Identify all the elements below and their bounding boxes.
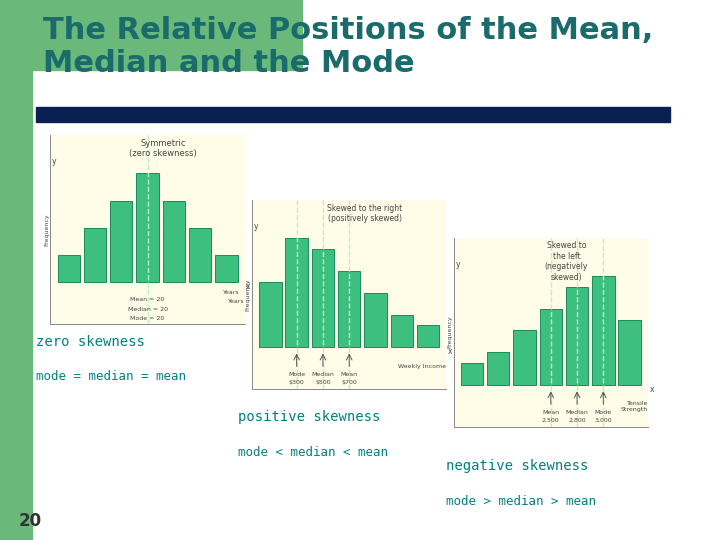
Text: Mode: Mode [595, 410, 612, 415]
Text: 20: 20 [19, 512, 42, 530]
Text: Symmetric
(zero skewness): Symmetric (zero skewness) [130, 139, 197, 158]
Bar [84, 228, 107, 282]
Bar [487, 352, 510, 385]
Text: 2,800: 2,800 [568, 418, 586, 423]
Text: Median: Median [566, 410, 588, 415]
Text: Mean = 20: Mean = 20 [130, 296, 165, 302]
Y-axis label: Frequency: Frequency [447, 316, 452, 348]
Text: x: x [246, 282, 251, 291]
Bar [163, 200, 185, 282]
Text: Years: Years [228, 299, 245, 304]
Text: The Relative Positions of the Mean,
Median and the Mode: The Relative Positions of the Mean, Medi… [42, 16, 653, 78]
Y-axis label: Frequency: Frequency [246, 278, 251, 310]
Text: Skewed to the right
(positively skewed): Skewed to the right (positively skewed) [327, 204, 402, 223]
Bar [215, 255, 238, 282]
Bar [417, 326, 439, 347]
Text: positive skewness: positive skewness [238, 410, 380, 424]
Text: Median = 20: Median = 20 [127, 307, 168, 312]
Bar [312, 249, 334, 347]
Bar [136, 173, 159, 282]
Text: Weekly Income: Weekly Income [398, 363, 446, 369]
Text: $300: $300 [289, 380, 305, 385]
Text: Median: Median [312, 373, 334, 377]
Text: mode < median < mean: mode < median < mean [238, 446, 387, 459]
Text: y: y [52, 158, 57, 166]
Bar [286, 238, 308, 347]
Text: $700: $700 [341, 380, 357, 385]
Bar [338, 271, 361, 347]
Text: y: y [455, 260, 460, 269]
Text: Mean: Mean [542, 410, 559, 415]
Bar [110, 200, 132, 282]
Text: y: y [253, 222, 258, 231]
Text: Mode = 20: Mode = 20 [130, 316, 165, 321]
Bar [189, 228, 211, 282]
Bar [513, 330, 536, 385]
Bar [618, 320, 641, 385]
Text: $500: $500 [315, 380, 330, 385]
Text: x: x [649, 384, 654, 394]
Bar [390, 314, 413, 347]
Text: zero skewness: zero skewness [36, 335, 145, 349]
Text: mode > median > mean: mode > median > mean [446, 495, 596, 508]
Text: Mean: Mean [341, 373, 358, 377]
Text: Tensile
Strength: Tensile Strength [621, 401, 648, 412]
Text: 3,000: 3,000 [595, 418, 612, 423]
Text: Years: Years [223, 290, 240, 295]
Text: mode = median = mean: mode = median = mean [36, 370, 186, 383]
Bar [592, 276, 614, 385]
Bar [364, 293, 387, 347]
Y-axis label: Frequency: Frequency [44, 213, 49, 246]
Text: Skewed to
the left
(negatively
skewed): Skewed to the left (negatively skewed) [544, 241, 588, 281]
Bar [566, 287, 588, 385]
Text: x: x [448, 347, 452, 356]
Text: 2,500: 2,500 [542, 418, 559, 423]
Text: Mode: Mode [288, 373, 305, 377]
Bar [539, 309, 562, 385]
Bar [58, 255, 80, 282]
Bar [461, 363, 483, 385]
Text: negative skewness: negative skewness [446, 459, 589, 473]
Bar [259, 282, 282, 347]
